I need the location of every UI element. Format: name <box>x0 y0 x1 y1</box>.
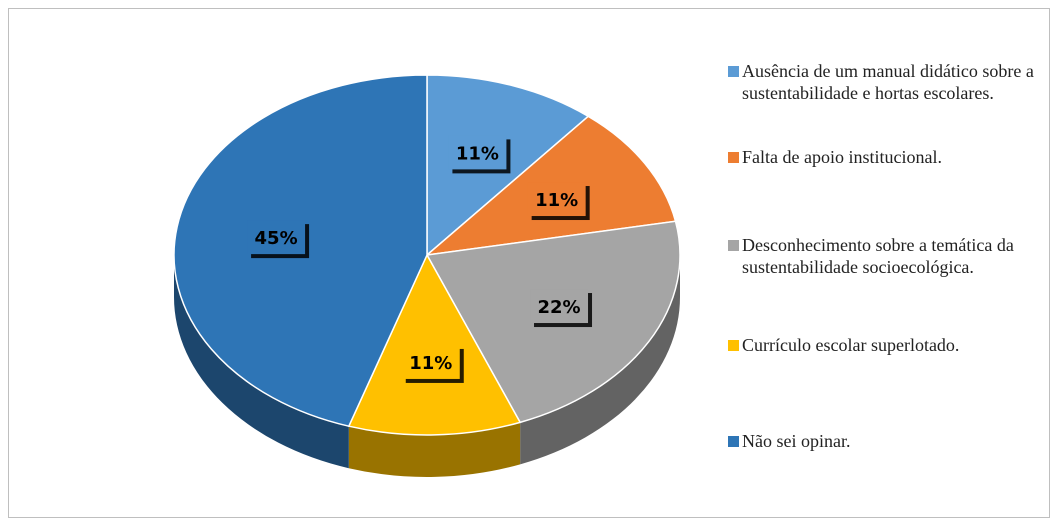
slice-side <box>174 255 349 469</box>
slice-side <box>348 422 521 477</box>
data-label: 11% <box>535 190 578 211</box>
legend-label: Currículo escolar superlotado. <box>742 335 960 355</box>
label-box <box>530 289 589 324</box>
legend-label: Falta de apoio institucional. <box>742 147 942 167</box>
legend-swatch <box>728 66 739 77</box>
legend-swatch <box>728 340 739 351</box>
label-box <box>448 135 507 170</box>
legend-label: Ausência de um manual didático sobre a s… <box>742 61 1034 103</box>
label-box <box>401 344 460 379</box>
data-label: 45% <box>255 228 298 249</box>
label-box <box>527 182 586 217</box>
data-label: 22% <box>537 297 580 318</box>
legend-swatch <box>728 152 739 163</box>
legend-label: Não sei opinar. <box>742 431 851 451</box>
legend-swatch <box>728 240 739 251</box>
legend-swatch <box>728 436 739 447</box>
label-box <box>247 220 306 255</box>
slice-side <box>520 255 680 465</box>
legend-label: Desconhecimento sobre a temática da sust… <box>742 235 1014 277</box>
data-label: 11% <box>409 353 452 374</box>
data-label: 11% <box>456 143 499 164</box>
